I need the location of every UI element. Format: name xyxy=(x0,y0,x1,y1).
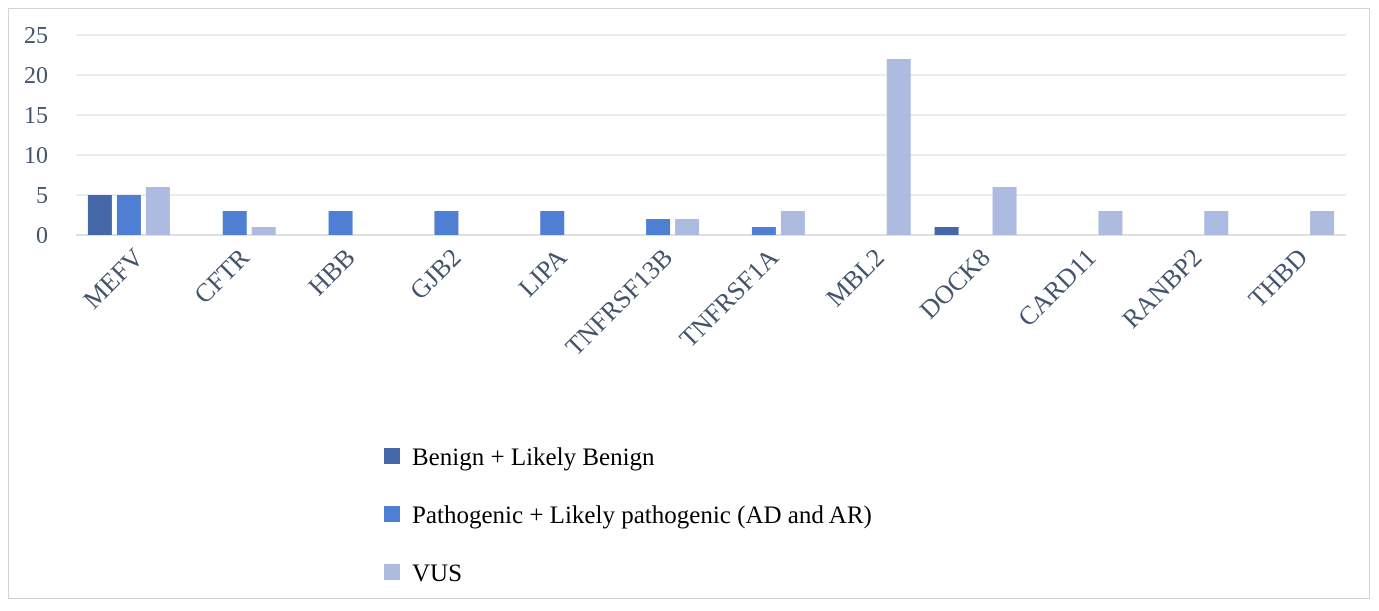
legend-label: Pathogenic + Likely pathogenic (AD and A… xyxy=(412,502,872,529)
legend-label: Benign + Likely Benign xyxy=(412,444,655,471)
x-tick-label: MBL2 xyxy=(820,243,890,313)
bar xyxy=(434,211,459,235)
bar xyxy=(251,227,276,235)
x-tick-label: THBD xyxy=(1243,243,1314,314)
legend-swatch xyxy=(384,506,400,522)
bar xyxy=(145,187,170,235)
bar xyxy=(780,211,805,235)
bar xyxy=(116,195,141,235)
bar xyxy=(87,195,112,235)
x-tick-label: CARD11 xyxy=(1012,243,1101,332)
bar xyxy=(1310,211,1335,235)
x-tick-label: MEFV xyxy=(78,243,150,315)
bar xyxy=(992,187,1017,235)
legend-swatch xyxy=(384,448,400,464)
x-tick-label: DOCK8 xyxy=(914,243,996,325)
x-tick-label: LIPA xyxy=(513,243,573,303)
bar xyxy=(934,227,959,235)
bar xyxy=(646,219,671,235)
x-tick-label: HBB xyxy=(303,243,361,301)
bar xyxy=(222,211,247,235)
bar xyxy=(328,211,353,235)
x-tick-label: GJB2 xyxy=(404,243,466,305)
x-tick-label: CFTR xyxy=(189,242,256,309)
chart-frame xyxy=(8,8,1370,599)
bar xyxy=(1204,211,1229,235)
y-tick-label: 25 xyxy=(24,23,48,49)
y-tick-label: 10 xyxy=(24,143,48,169)
bar xyxy=(675,219,700,235)
legend-label: VUS xyxy=(412,560,462,587)
y-tick-label: 5 xyxy=(36,183,48,209)
x-tick-label: TNFRSF1A xyxy=(674,243,785,354)
bar xyxy=(1098,211,1123,235)
y-tick-label: 0 xyxy=(36,223,48,249)
y-tick-label: 20 xyxy=(24,63,48,89)
y-tick-label: 15 xyxy=(24,103,48,129)
bar xyxy=(751,227,776,235)
x-tick-label: TNFRSF13B xyxy=(560,243,679,362)
bar xyxy=(540,211,565,235)
bar xyxy=(886,59,911,235)
legend-swatch xyxy=(384,564,400,580)
x-tick-label: RANBP2 xyxy=(1116,243,1207,334)
